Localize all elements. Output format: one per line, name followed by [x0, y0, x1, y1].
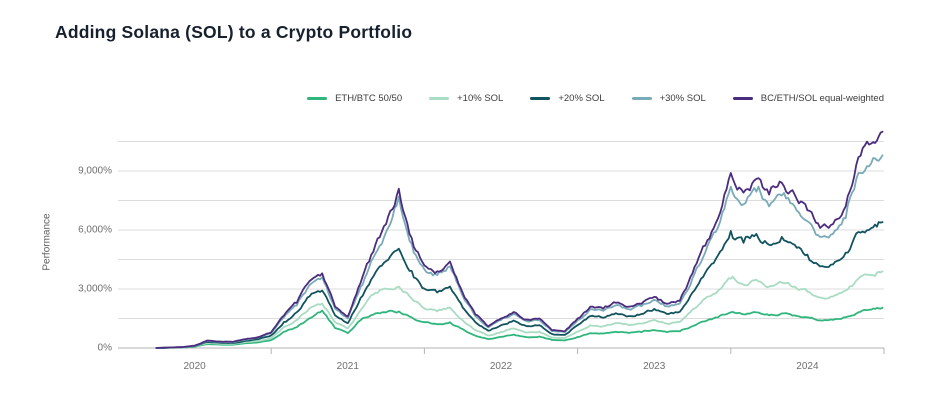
series-line--20-sol	[155, 221, 884, 349]
legend-swatch-icon	[631, 97, 652, 100]
legend-label: ETH/BTC 50/50	[335, 93, 403, 104]
chart-legend: ETH/BTC 50/50 +10% SOL +20% SOL +30% SOL BC/…	[307, 93, 884, 104]
y-tick-label: 9,000%	[78, 165, 112, 177]
legend-label: +10% SOL	[457, 93, 504, 104]
legend-swatch-icon	[732, 97, 753, 100]
series-line-bc-eth-sol-equal-weighted	[155, 130, 884, 349]
series-line-eth-btc-50-50	[155, 306, 884, 349]
legend-label: BC/ETH/SOL equal-weighted	[760, 93, 884, 104]
legend-item-bc-eth-sol-equal-weighted[interactable]: BC/ETH/SOL equal-weighted	[732, 93, 884, 104]
chart-title: Adding Solana (SOL) to a Crypto Portfoli…	[55, 22, 413, 42]
x-tick-label-2021: 2021	[336, 361, 359, 372]
x-tick-label-2020: 2020	[183, 361, 206, 372]
y-tick-label: 3,000%	[78, 283, 112, 295]
y-axis-title: Performance	[41, 213, 53, 271]
legend-swatch-icon	[530, 97, 551, 100]
legend-label: +30% SOL	[659, 93, 706, 104]
legend-swatch-icon	[429, 97, 450, 100]
legend-item--20-sol[interactable]: +20% SOL	[530, 93, 605, 104]
y-tick-label: 6,000%	[78, 224, 112, 236]
x-tick-label-2023: 2023	[643, 361, 666, 372]
legend-item--30-sol[interactable]: +30% SOL	[631, 93, 706, 104]
legend-swatch-icon	[307, 97, 328, 100]
x-tick-label-2024: 2024	[796, 361, 819, 372]
legend-label: +20% SOL	[558, 93, 605, 104]
x-tick-label-2022: 2022	[489, 361, 513, 372]
series-line--30-sol	[155, 154, 884, 349]
y-tick-label: 0%	[97, 342, 112, 354]
legend-item--10-sol[interactable]: +10% SOL	[429, 93, 503, 104]
legend-item-eth-btc-50-50[interactable]: ETH/BTC 50/50	[307, 93, 402, 104]
series-line--10-sol	[155, 270, 884, 349]
